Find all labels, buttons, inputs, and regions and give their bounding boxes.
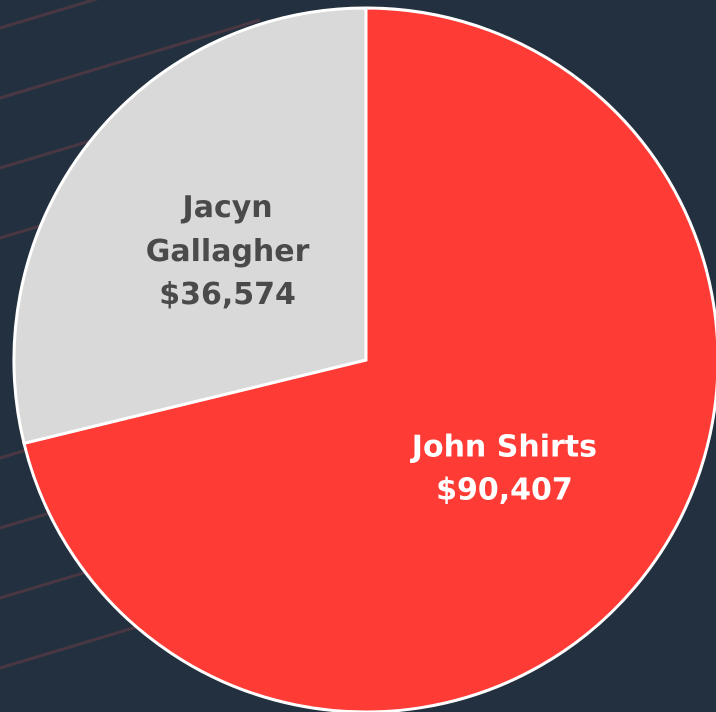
slice-value: $36,574 [159, 277, 296, 313]
slice-name: John Shirts [411, 429, 597, 465]
slice-label: John Shirts $90,407 [412, 425, 597, 512]
pie-slice [12, 6, 368, 446]
slice-name: Jacyn Gallagher [145, 190, 310, 269]
slice-value: $90,407 [436, 472, 573, 508]
pie-slice [22, 6, 716, 712]
slice-label: Jacyn Gallagher $36,574 [108, 186, 348, 317]
